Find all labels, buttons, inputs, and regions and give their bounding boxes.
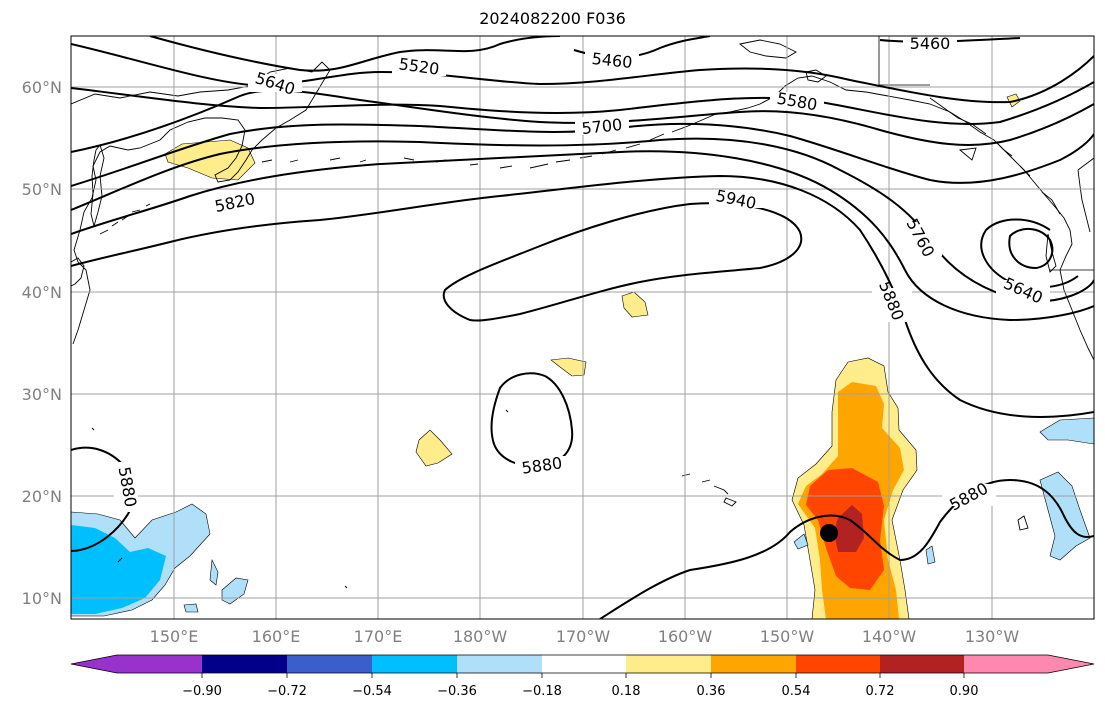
asia-coastline: [71, 61, 331, 345]
contour-low-inner: [1008, 228, 1054, 270]
small-islands: [91, 409, 1029, 589]
lon-tick-label: 140°W: [862, 627, 917, 646]
contour-5820: [71, 150, 1094, 322]
negative-anomaly-patch: [183, 603, 199, 613]
contour-label: 5460: [591, 49, 633, 72]
colorbar-segment: [542, 655, 626, 673]
longitude-axis: 150°E 160°E 170°E 180°W 170°W 160°W 150°…: [150, 627, 1020, 646]
colorbar-segment: [711, 655, 796, 673]
coastlines: [71, 39, 1094, 589]
colorbar-segment: [457, 655, 542, 673]
us-west-coastline: [1077, 157, 1094, 233]
colorbar-tick-label: −0.72: [267, 684, 307, 699]
colorbar-tick-label: 0.72: [866, 684, 895, 699]
colorbar-segment: [796, 655, 880, 673]
bc-coast-islands: [1045, 233, 1057, 273]
colorbar-extend-low: [71, 655, 117, 673]
sakhalin-coastline: [90, 144, 105, 228]
colorbar-tick-label: −0.36: [437, 684, 477, 699]
contour-5580: [71, 81, 1094, 125]
colorbar-tick-label: 0.36: [697, 684, 726, 699]
map-frame: [70, 35, 1095, 620]
colorbar-tick-label: −0.54: [352, 684, 392, 699]
contour-5700: [71, 122, 1094, 187]
colorbar-segment: [880, 655, 964, 673]
negative-anomaly-patch: [209, 558, 219, 586]
negative-anomaly-patch: [925, 545, 936, 565]
alaska-coastline: [715, 75, 1094, 361]
positive-anomaly-patch: [415, 429, 453, 467]
lat-tick-label: 30°N: [22, 385, 62, 404]
alaska-coastline: [738, 39, 797, 59]
colorbar-segment: [964, 655, 1048, 673]
contour-5880-west: [71, 446, 134, 552]
latitude-axis: 60°N 50°N 40°N 30°N 20°N 10°N: [22, 78, 62, 608]
contour-label: 5460: [910, 34, 951, 53]
lon-tick-label: 180°W: [453, 627, 508, 646]
lon-tick-label: 150°E: [150, 627, 199, 646]
contour-5940: [442, 202, 803, 322]
storm-center-marker: [820, 524, 838, 542]
negative-anomaly-patch: [1039, 417, 1094, 445]
aleutian-islands: [99, 203, 151, 235]
lat-tick-label: 50°N: [22, 180, 62, 199]
contour-5880: [71, 174, 1094, 418]
map-title: 2024082200 F036: [479, 9, 626, 28]
colorbar-segment: [202, 655, 287, 673]
lat-tick-label: 10°N: [22, 589, 62, 608]
colorbar-tick-label: 0.54: [782, 684, 811, 699]
colorbar-segment: [372, 655, 457, 673]
lon-tick-label: 170°E: [354, 627, 403, 646]
strong-negative-anomaly-region: [71, 525, 166, 614]
colorbar-segment: [626, 655, 711, 673]
lat-tick-label: 60°N: [22, 78, 62, 97]
colorbar-segment: [117, 655, 202, 673]
contour-label: 5700: [581, 115, 623, 138]
colorbar-segment: [287, 655, 372, 673]
graticule: [71, 36, 1094, 619]
positive-anomaly-patch: [550, 357, 587, 377]
anomaly-shading: [71, 93, 1094, 619]
japan-coastline: [71, 257, 85, 287]
colorbar-tick-label: −0.90: [182, 684, 222, 699]
colorbar-tick-label: 0.90: [950, 684, 979, 699]
contour-label-masks: [114, 36, 1050, 512]
lon-tick-label: 130°W: [965, 627, 1020, 646]
lon-tick-label: 160°W: [658, 627, 713, 646]
contour-5880-closed: [490, 372, 574, 468]
bc-coast-islands: [929, 97, 1061, 215]
lon-tick-label: 160°E: [252, 627, 301, 646]
colorbar-extend-high: [1048, 655, 1094, 673]
contour-5760: [71, 137, 1094, 303]
colorbar-tick-label: 0.18: [612, 684, 641, 699]
colorbar-tick-label: −0.18: [522, 684, 562, 699]
contour-5460: [149, 36, 561, 72]
negative-anomaly-patch: [793, 533, 809, 550]
lat-tick-label: 20°N: [22, 487, 62, 506]
colorbar-outline: [70, 654, 1095, 674]
lon-tick-label: 170°W: [556, 627, 611, 646]
colorbar: −0.90 −0.72 −0.54 −0.36 −0.18 0.18 0.36 …: [70, 654, 1095, 699]
alaska-coastline: [805, 69, 827, 83]
lat-tick-label: 40°N: [22, 283, 62, 302]
hawaii-islands: [681, 473, 737, 507]
contour-5880-south: [599, 478, 1094, 619]
lon-tick-label: 150°W: [760, 627, 815, 646]
